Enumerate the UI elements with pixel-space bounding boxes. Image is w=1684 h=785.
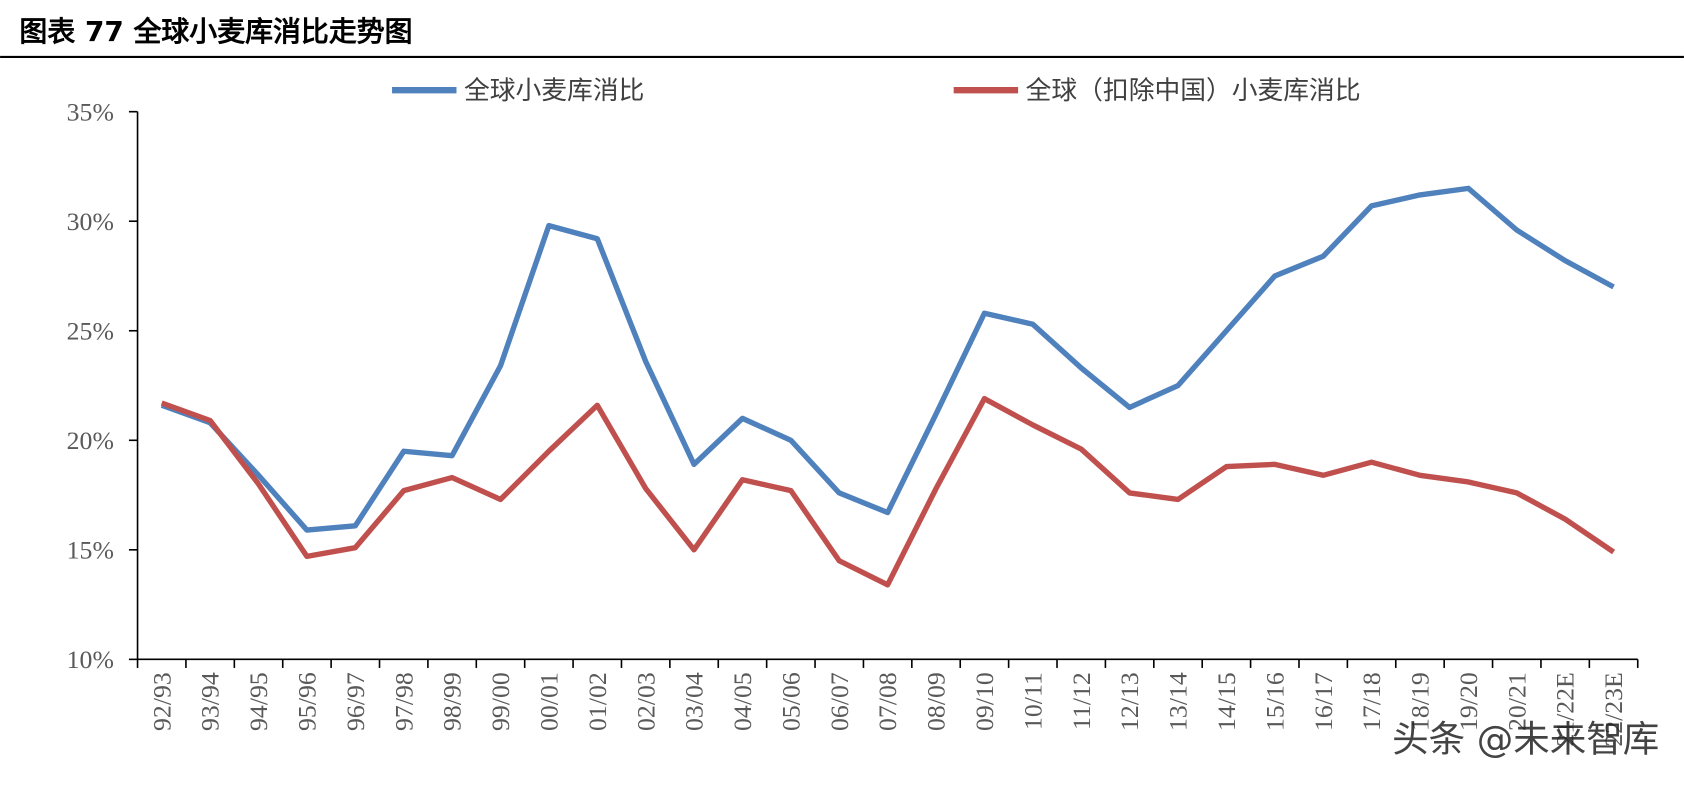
x-tick-label: 12/13 bbox=[1115, 672, 1144, 731]
x-tick-label: 98/99 bbox=[438, 672, 467, 731]
legend-label: 全球（扣除中国）小麦库消比 bbox=[1026, 76, 1361, 105]
x-tick-label: 20/21 bbox=[1502, 672, 1531, 731]
x-tick-label: 93/94 bbox=[196, 672, 225, 731]
x-tick-label: 99/00 bbox=[486, 672, 515, 731]
x-tick-label: 94/95 bbox=[244, 672, 273, 731]
x-tick-label: 96/97 bbox=[341, 672, 370, 731]
x-tick-label: 11/12 bbox=[1067, 672, 1096, 730]
x-tick-label: 07/08 bbox=[873, 672, 902, 731]
x-tick-label: 15/16 bbox=[1260, 672, 1289, 731]
x-tick-label: 92/93 bbox=[147, 672, 176, 731]
x-tick-label: 01/02 bbox=[583, 672, 612, 731]
x-tick-label: 19/20 bbox=[1454, 672, 1483, 731]
x-tick-label: 06/07 bbox=[825, 672, 854, 731]
x-tick-label: 18/19 bbox=[1406, 672, 1435, 731]
x-tick-label: 97/98 bbox=[389, 672, 418, 731]
y-tick-label: 20% bbox=[67, 426, 114, 455]
series-line bbox=[160, 395, 1616, 588]
y-tick-label: 10% bbox=[67, 645, 114, 674]
x-tick-label: 10/11 bbox=[1018, 672, 1047, 730]
y-tick-label: 30% bbox=[67, 207, 114, 236]
x-tick-label: 08/09 bbox=[922, 672, 951, 731]
x-tick-label: 17/18 bbox=[1357, 672, 1386, 731]
legend-label: 全球小麦库消比 bbox=[464, 76, 644, 105]
x-tick-label: 22/23E bbox=[1599, 672, 1628, 746]
y-tick-label: 15% bbox=[67, 535, 114, 564]
y-tick-label: 25% bbox=[67, 316, 114, 345]
x-tick-label: 16/17 bbox=[1309, 672, 1338, 731]
watermark: 头条 @未来智库 bbox=[1392, 718, 1659, 761]
x-tick-label: 02/03 bbox=[631, 672, 660, 731]
series-line bbox=[160, 185, 1615, 533]
x-tick-label: 04/05 bbox=[728, 672, 757, 731]
x-tick-label: 14/15 bbox=[1212, 672, 1241, 731]
x-tick-label: 09/10 bbox=[970, 672, 999, 731]
y-tick-label: 35% bbox=[67, 97, 114, 126]
x-tick-label: 03/04 bbox=[680, 672, 709, 731]
chart-title: 图表 77 全球小麦库消比走势图 bbox=[19, 15, 412, 48]
x-tick-label: 00/01 bbox=[534, 672, 563, 731]
x-tick-label: 21/22E bbox=[1551, 672, 1580, 746]
x-tick-label: 05/06 bbox=[776, 672, 805, 731]
x-tick-label: 13/14 bbox=[1164, 672, 1193, 731]
x-tick-label: 95/96 bbox=[293, 672, 322, 731]
